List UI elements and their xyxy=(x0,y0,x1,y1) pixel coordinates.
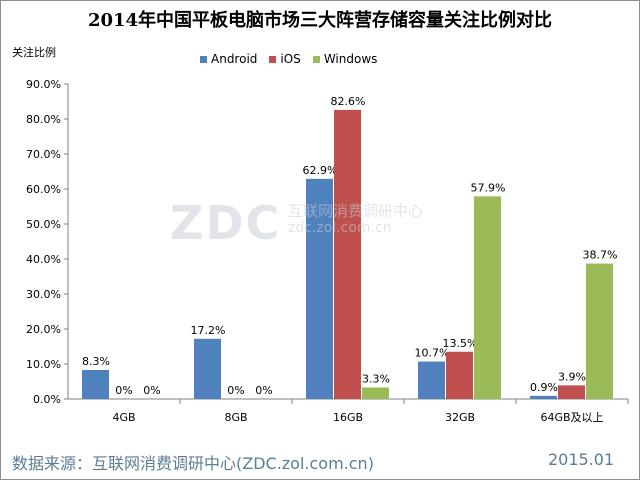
y-tick-label: 10.0% xyxy=(26,358,61,371)
x-tick-label: 8GB xyxy=(224,411,247,424)
data-label: 8.3% xyxy=(82,355,110,368)
y-tick-label: 80.0% xyxy=(26,113,61,126)
y-tick-label: 0.0% xyxy=(33,393,61,406)
y-tick-label: 70.0% xyxy=(26,148,61,161)
legend-item-ios: iOS xyxy=(269,52,301,66)
bar-android-4 xyxy=(530,395,557,399)
data-label: 3.9% xyxy=(558,370,586,383)
legend-swatch-android xyxy=(200,55,207,63)
x-tick-label: 32GB xyxy=(445,411,475,424)
bar-windows-3 xyxy=(474,196,501,399)
footer-source: 数据来源：互联网消费调研中心(ZDC.zol.com.cn) xyxy=(12,454,374,473)
legend-swatch-ios xyxy=(269,55,277,63)
data-label: 82.6% xyxy=(331,95,366,108)
bar-android-2 xyxy=(306,178,333,399)
legend-swatch-windows xyxy=(312,55,320,63)
data-label: 0% xyxy=(255,384,272,397)
data-label: 0% xyxy=(143,384,160,397)
data-label: 10.7% xyxy=(415,347,450,360)
x-tick-label: 16GB xyxy=(333,411,363,424)
data-label: 0.9% xyxy=(530,381,558,394)
data-label: 13.5% xyxy=(443,337,478,350)
legend-label-windows: Windows xyxy=(323,52,378,66)
x-tick-label: 4GB xyxy=(112,411,135,424)
data-label: 3.3% xyxy=(362,372,390,385)
legend-item-android: Android xyxy=(200,52,257,66)
data-label: 62.9% xyxy=(303,164,338,177)
data-label: 0% xyxy=(115,384,132,397)
legend-item-windows: Windows xyxy=(312,52,378,66)
y-tick-label: 60.0% xyxy=(26,183,61,196)
y-tick-label: 90.0% xyxy=(26,78,61,91)
y-axis-label: 关注比例 xyxy=(12,46,56,59)
data-label: 0% xyxy=(227,384,244,397)
bar-ios-3 xyxy=(446,351,473,399)
bar-ios-2 xyxy=(334,109,361,400)
y-tick-label: 50.0% xyxy=(26,218,61,231)
bar-android-0 xyxy=(82,369,109,399)
bar-windows-4 xyxy=(586,263,613,399)
x-tick-label: 64GB及以上 xyxy=(540,411,603,424)
y-tick-label: 40.0% xyxy=(26,253,61,266)
bar-windows-2 xyxy=(362,387,389,399)
chart-legend: Android iOS Windows xyxy=(200,52,377,66)
y-tick-label: 30.0% xyxy=(26,288,61,301)
y-tick-label: 20.0% xyxy=(26,323,61,336)
bar-android-3 xyxy=(418,361,445,399)
bar-ios-4 xyxy=(558,385,585,399)
data-label: 17.2% xyxy=(191,324,226,337)
legend-label-ios: iOS xyxy=(280,52,301,66)
bar-android-1 xyxy=(194,338,221,399)
footer-date: 2015.01 xyxy=(548,450,615,469)
legend-label-android: Android xyxy=(211,52,258,66)
data-label: 57.9% xyxy=(471,181,506,194)
data-label: 38.7% xyxy=(583,249,618,262)
chart-title: 2014年中国平板电脑市场三大阵营存储容量关注比例对比 xyxy=(87,10,553,31)
